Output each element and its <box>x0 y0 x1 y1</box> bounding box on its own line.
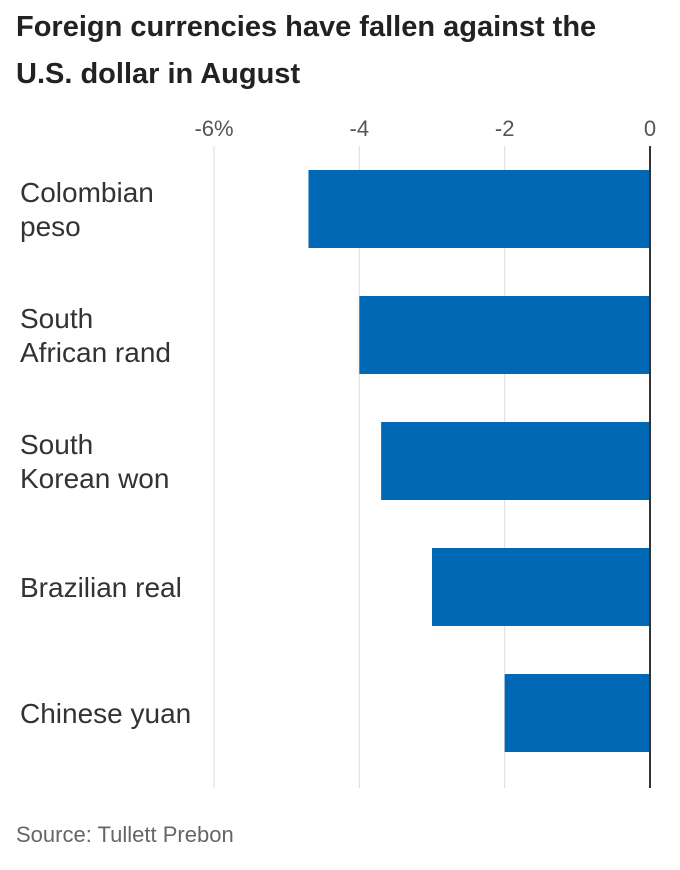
source-note: Source: Tullett Prebon <box>16 822 234 847</box>
bar <box>381 422 650 500</box>
bar <box>432 548 650 626</box>
category-label: Chinese yuan <box>20 698 191 729</box>
bar <box>308 170 650 248</box>
category-label: peso <box>20 211 81 242</box>
chart-title-line-2: U.S. dollar in August <box>16 58 301 90</box>
x-tick-label: -2 <box>495 116 515 141</box>
chart-title: Foreign currencies have fallen against t… <box>16 4 666 98</box>
x-tick-label: 0 <box>644 116 656 141</box>
bar <box>504 674 650 752</box>
chart-title-line-1: Foreign currencies have fallen against t… <box>16 11 597 43</box>
x-tick-label: -6% <box>194 116 233 141</box>
category-label: South <box>20 303 93 334</box>
category-label: South <box>20 429 93 460</box>
category-label: Colombian <box>20 177 154 208</box>
x-tick-label: -4 <box>350 116 370 141</box>
category-label: Brazilian real <box>20 572 182 603</box>
category-label: African rand <box>20 337 171 368</box>
category-label: Korean won <box>20 463 169 494</box>
bar <box>359 296 650 374</box>
